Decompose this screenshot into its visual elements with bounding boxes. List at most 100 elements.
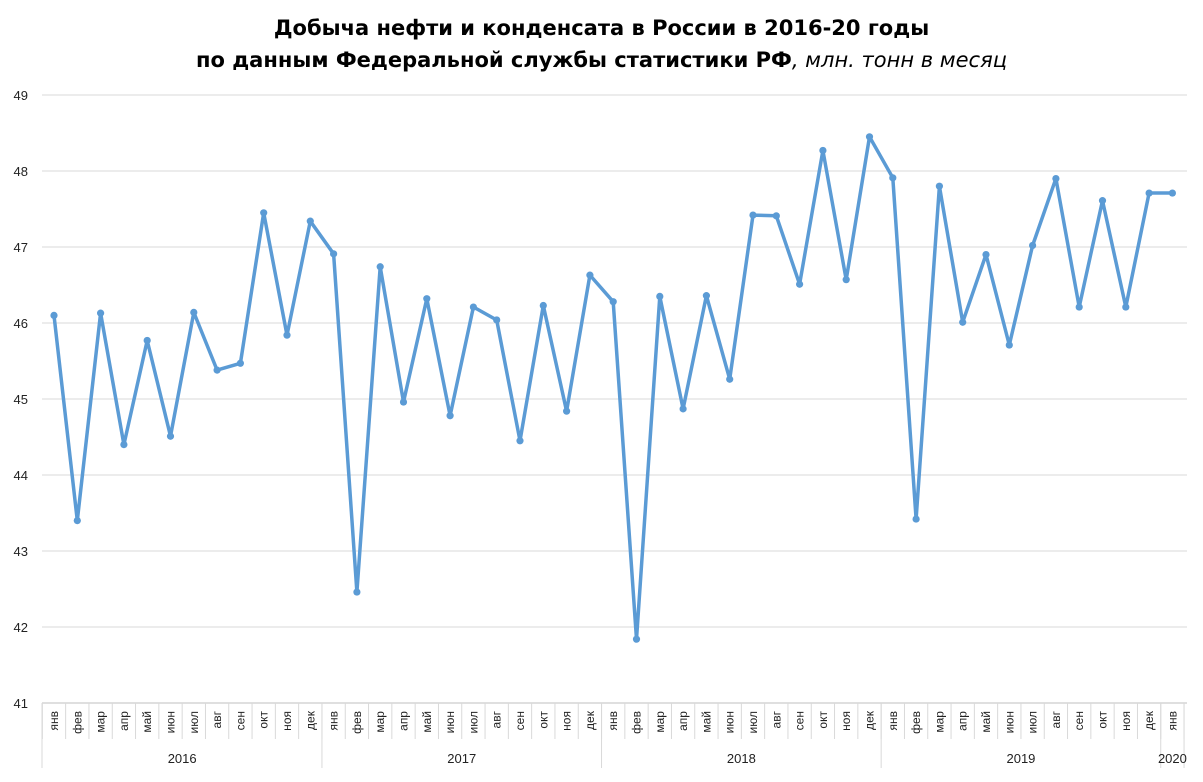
x-month-label: май <box>699 711 713 733</box>
x-month-label: янв <box>47 711 61 731</box>
data-point <box>330 250 338 258</box>
x-month-label: ноя <box>280 711 294 731</box>
data-point <box>679 405 687 413</box>
data-point <box>982 251 990 259</box>
chart-subtitle-main: по данным Федеральной службы статистики … <box>195 48 792 72</box>
x-month-label: дек <box>863 710 877 730</box>
x-month-label: сен <box>1072 711 1086 730</box>
y-tick-label: 48 <box>14 164 28 179</box>
data-point <box>306 217 314 225</box>
x-month-label: сен <box>233 711 247 730</box>
data-point <box>842 276 850 284</box>
chart-subtitle: по данным Федеральной службы статистики … <box>0 44 1203 76</box>
x-month-label: июл <box>1026 711 1040 733</box>
data-point <box>166 432 175 440</box>
data-point <box>1029 241 1037 250</box>
y-tick-label: 43 <box>14 544 28 559</box>
y-tick-label: 46 <box>14 316 28 331</box>
data-point <box>726 375 734 383</box>
x-month-label: авг <box>1049 710 1063 728</box>
y-tick-label: 45 <box>14 392 28 407</box>
x-month-label: мар <box>653 711 667 733</box>
y-tick-label: 42 <box>14 620 28 635</box>
data-point <box>73 517 81 525</box>
data-point <box>399 398 408 406</box>
x-month-label: авг <box>490 710 504 728</box>
x-month-label: мар <box>373 711 387 733</box>
data-point <box>563 407 571 415</box>
x-year-label: 2019 <box>1006 751 1035 766</box>
x-month-label: июл <box>187 711 201 733</box>
data-point <box>283 331 291 339</box>
x-month-label: окт <box>257 711 271 729</box>
y-tick-label: 41 <box>14 696 28 711</box>
x-month-label: фев <box>630 711 644 734</box>
x-month-label: июл <box>466 711 480 733</box>
x-month-label: авг <box>210 710 224 728</box>
x-month-label: ноя <box>1119 711 1133 731</box>
data-point <box>1098 197 1107 205</box>
y-tick-label: 49 <box>14 88 28 103</box>
data-point <box>213 366 221 374</box>
x-year-label: 2018 <box>727 751 756 766</box>
data-point <box>1075 303 1083 311</box>
data-point <box>423 295 431 303</box>
data-point <box>1052 175 1060 183</box>
x-month-label: апр <box>956 711 970 731</box>
data-point <box>865 133 874 141</box>
data-point <box>912 515 920 523</box>
x-month-label: окт <box>1096 711 1110 729</box>
data-point <box>702 292 711 300</box>
chart-title-block: Добыча нефти и конденсата в России в 201… <box>0 12 1203 76</box>
x-month-label: дек <box>303 710 317 730</box>
x-month-label: авг <box>769 710 783 728</box>
x-year-label: 2020 <box>1158 751 1187 766</box>
chart-unit: , млн. тонн в месяц <box>791 48 1008 72</box>
x-month-label: апр <box>117 711 131 731</box>
y-tick-label: 44 <box>14 468 28 483</box>
data-point <box>493 316 501 324</box>
data-point <box>772 212 780 220</box>
x-month-label: апр <box>676 711 690 731</box>
x-month-label: фев <box>70 711 84 734</box>
x-month-label: апр <box>397 711 411 731</box>
data-point <box>935 182 944 190</box>
x-month-label: окт <box>536 711 550 729</box>
x-month-label: янв <box>327 711 341 731</box>
data-point <box>749 211 757 219</box>
series-line <box>52 135 1173 641</box>
x-year-label: 2017 <box>447 751 476 766</box>
data-point <box>50 311 58 319</box>
x-month-label: фев <box>350 711 364 734</box>
data-point <box>190 308 198 316</box>
x-month-label: дек <box>583 710 597 730</box>
x-month-label: июн <box>723 711 737 733</box>
data-point <box>656 292 664 300</box>
data-point <box>260 209 268 217</box>
data-point <box>1168 189 1176 197</box>
data-point <box>236 359 244 367</box>
x-year-label: 2016 <box>168 751 197 766</box>
data-point <box>376 263 384 271</box>
data-point <box>609 298 617 306</box>
x-month-label: июл <box>746 711 760 733</box>
y-tick-label: 47 <box>14 240 28 255</box>
data-point <box>97 309 105 317</box>
x-month-label: сен <box>793 711 807 730</box>
data-point <box>446 412 454 420</box>
x-month-label: май <box>420 711 434 733</box>
data-point <box>796 280 804 288</box>
data-point <box>516 437 524 445</box>
data-point <box>353 588 361 596</box>
x-month-label: мар <box>932 711 946 733</box>
data-point <box>143 336 151 345</box>
x-month-label: ноя <box>560 711 574 731</box>
data-point <box>586 271 594 279</box>
data-point <box>539 301 547 310</box>
x-month-label: мар <box>94 711 108 733</box>
x-month-label: фев <box>909 711 923 734</box>
x-month-label: янв <box>886 711 900 731</box>
x-month-label: сен <box>513 711 527 730</box>
